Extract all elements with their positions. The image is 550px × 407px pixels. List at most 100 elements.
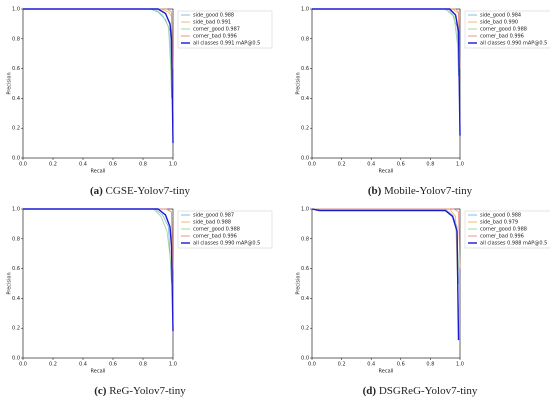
- legend-label: corner_bad 0.996: [193, 234, 237, 240]
- caption: (b) Mobile-Yolov7-tiny: [368, 185, 473, 197]
- x-tick-label: 0.2: [338, 162, 346, 168]
- x-tick-label: 0.4: [367, 362, 375, 368]
- x-tick-label: 1.0: [169, 162, 177, 168]
- x-tick-label: 0.4: [79, 162, 87, 168]
- caption-label: (a): [90, 185, 103, 197]
- y-axis-label: Precision: [7, 272, 13, 294]
- x-tick-label: 0.0: [308, 362, 316, 368]
- y-tick-label: 0.8: [12, 236, 20, 242]
- x-axis-label: Recall: [379, 369, 394, 375]
- y-tick-label: 0.0: [12, 156, 20, 162]
- legend-label: corner_good 0.988: [193, 227, 240, 233]
- x-tick-label: 0.4: [79, 362, 87, 368]
- y-tick-label: 0.8: [301, 36, 309, 42]
- legend-box: [177, 10, 273, 49]
- legend-label: corner_bad 0.996: [193, 34, 237, 40]
- legend-label: side_good 0.988: [480, 213, 521, 219]
- x-axis-label: Recall: [91, 369, 106, 375]
- y-tick-label: 0.4: [301, 96, 309, 102]
- x-tick-label: 0.8: [426, 162, 434, 168]
- caption-text: DSGReG-Yolov7-tiny: [379, 385, 478, 397]
- y-tick-label: 0.8: [301, 236, 309, 242]
- pr-curve: [23, 208, 172, 269]
- pr-curve: [312, 208, 459, 269]
- caption-text: ReG-Yolov7-tiny: [109, 385, 186, 397]
- pr-curve: [23, 8, 172, 84]
- pr-curve: [23, 208, 174, 332]
- legend-label: corner_good 0.988: [480, 27, 527, 33]
- legend-label: all classes 0.991 mAP@0.5: [193, 41, 260, 47]
- legend-box: [464, 210, 550, 249]
- x-axis-label: Recall: [91, 169, 106, 175]
- pr-curve: [312, 208, 459, 284]
- y-tick-label: 0.2: [301, 326, 309, 332]
- y-tick-label: 0.0: [301, 356, 309, 362]
- y-tick-label: 0.6: [12, 266, 20, 272]
- legend-box: [177, 210, 273, 249]
- legend-label: side_bad 0.991: [193, 20, 231, 26]
- pr-curve: [23, 8, 172, 99]
- pr-curve: [23, 8, 174, 144]
- y-tick-label: 0.0: [12, 356, 20, 362]
- plot-frame: [311, 8, 461, 159]
- x-tick-label: 0.0: [308, 162, 316, 168]
- pr-curve: [23, 208, 174, 269]
- x-tick-label: 1.0: [456, 362, 464, 368]
- legend-label: side_bad 0.979: [480, 220, 518, 226]
- pr-curve: [312, 8, 461, 129]
- legend-label: side_bad 0.990: [480, 20, 518, 26]
- legend-label: corner_good 0.988: [480, 227, 527, 233]
- y-tick-label: 0.6: [301, 266, 309, 272]
- caption: (c) ReG-Yolov7-tiny: [94, 385, 186, 397]
- pr-curve: [23, 8, 174, 114]
- pr-curve: [312, 8, 461, 136]
- legend-label: side_good 0.988: [193, 13, 234, 19]
- legend-label: corner_good 0.987: [193, 27, 240, 33]
- pr-curve: [23, 208, 172, 284]
- x-tick-label: 0.8: [139, 162, 147, 168]
- y-tick-label: 0.2: [12, 126, 20, 132]
- y-tick-label: 0.0: [301, 156, 309, 162]
- caption-text: Mobile-Yolov7-tiny: [384, 185, 473, 197]
- y-tick-label: 0.2: [12, 326, 20, 332]
- x-tick-label: 1.0: [456, 162, 464, 168]
- legend-label: all classes 0.990 mAP@0.5: [480, 41, 547, 47]
- x-tick-label: 0.6: [109, 162, 117, 168]
- x-tick-label: 0.8: [139, 362, 147, 368]
- x-tick-label: 0.6: [397, 162, 405, 168]
- plot-frame: [22, 8, 174, 159]
- plot-frame: [22, 208, 174, 359]
- x-tick-label: 0.6: [397, 362, 405, 368]
- legend-label: side_bad 0.988: [193, 220, 231, 226]
- pr-curve: [312, 208, 461, 269]
- legend-label: side_good 0.984: [480, 13, 521, 19]
- x-tick-label: 0.0: [19, 162, 27, 168]
- caption-text: CGSE-Yolov7-tiny: [106, 185, 191, 197]
- pr-curve: [312, 8, 459, 54]
- legend-label: corner_bad 0.996: [480, 34, 524, 40]
- x-tick-label: 0.8: [426, 362, 434, 368]
- pr-curve: [23, 8, 174, 69]
- x-axis-label: Recall: [379, 169, 394, 175]
- pr-curve: [312, 8, 461, 69]
- y-tick-label: 0.4: [12, 296, 20, 302]
- y-axis-label: Precision: [296, 272, 302, 294]
- x-tick-label: 0.2: [338, 362, 346, 368]
- x-tick-label: 0.0: [19, 362, 27, 368]
- legend-label: all classes 0.990 mAP@0.5: [193, 241, 260, 247]
- y-tick-label: 1.0: [12, 7, 20, 13]
- legend-label: side_good 0.987: [193, 213, 234, 219]
- y-tick-label: 0.4: [12, 96, 20, 102]
- y-tick-label: 0.8: [12, 36, 20, 42]
- y-axis-label: Precision: [296, 72, 302, 94]
- legend-label: all classes 0.988 mAP@0.5: [480, 241, 547, 247]
- x-tick-label: 0.2: [49, 162, 57, 168]
- pr-curve: [312, 208, 459, 314]
- legend-label: corner_bad 0.996: [480, 234, 524, 240]
- caption: (a) CGSE-Yolov7-tiny: [90, 185, 191, 197]
- x-tick-label: 0.4: [367, 162, 375, 168]
- legend-box: [464, 10, 550, 49]
- y-tick-label: 1.0: [301, 207, 309, 213]
- caption-label: (d): [363, 385, 377, 397]
